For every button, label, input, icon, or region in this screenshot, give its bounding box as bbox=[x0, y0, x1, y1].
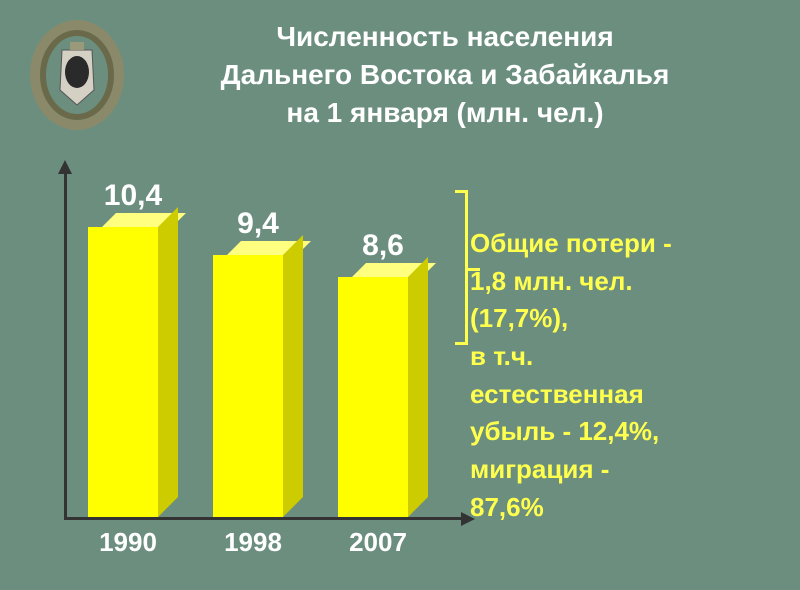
bar-body bbox=[338, 277, 428, 517]
bar: 9,4 bbox=[213, 255, 303, 517]
side-text-line: Общие потери - bbox=[470, 225, 770, 263]
side-text-line: естественная bbox=[470, 376, 770, 414]
coat-of-arms-icon bbox=[30, 20, 125, 130]
category-label: 1990 bbox=[83, 527, 173, 558]
side-text-line: (17,7%), bbox=[470, 300, 770, 338]
title-line-1: Численность населения bbox=[150, 18, 740, 56]
bar-value-label: 9,4 bbox=[213, 207, 303, 241]
title-line-3: на 1 января (млн. чел.) bbox=[150, 94, 740, 132]
bar-body bbox=[88, 227, 178, 517]
side-text-line: 1,8 млн. чел. bbox=[470, 263, 770, 301]
bar-body bbox=[213, 255, 303, 517]
emblem bbox=[30, 20, 125, 130]
side-text-line: миграция - bbox=[470, 451, 770, 489]
side-text-line: в т.ч. bbox=[470, 338, 770, 376]
x-axis bbox=[64, 517, 465, 520]
side-text-line: 87,6% bbox=[470, 489, 770, 527]
bar-value-label: 10,4 bbox=[88, 179, 178, 213]
title-line-2: Дальнего Востока и Забайкалья bbox=[150, 56, 740, 94]
bar-value-label: 8,6 bbox=[338, 229, 428, 263]
category-label: 2007 bbox=[333, 527, 423, 558]
chart-title: Численность населения Дальнего Востока и… bbox=[150, 18, 740, 131]
side-text-line: убыль - 12,4%, bbox=[470, 413, 770, 451]
side-summary-text: Общие потери -1,8 млн. чел.(17,7%),в т.ч… bbox=[470, 225, 770, 527]
category-label: 1998 bbox=[208, 527, 298, 558]
bar-chart: 10,4 9,4 8,6 1990 1998 2007 bbox=[40, 160, 470, 560]
bar: 10,4 bbox=[88, 227, 178, 517]
y-axis bbox=[64, 170, 67, 518]
bar: 8,6 bbox=[338, 277, 428, 517]
